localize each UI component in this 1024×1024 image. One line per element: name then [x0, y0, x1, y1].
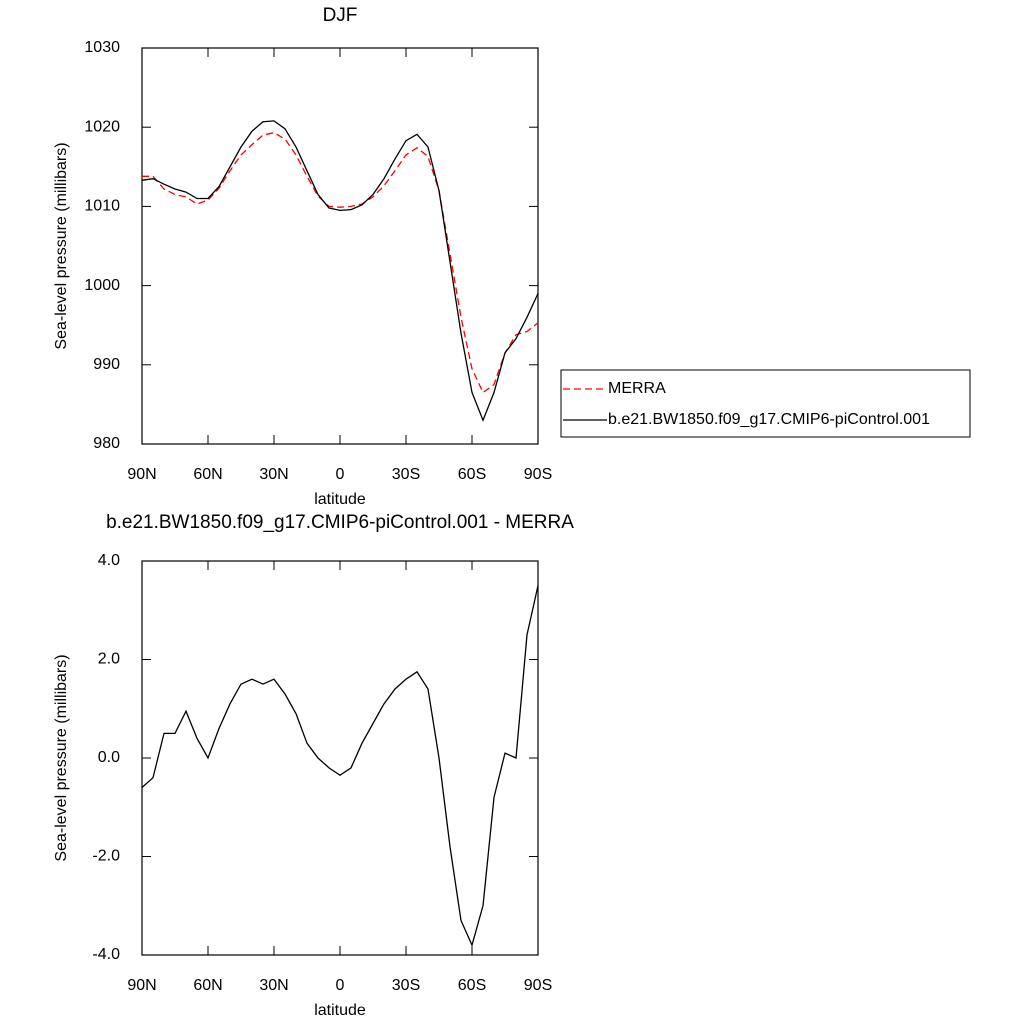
x-tick-label: 90S — [524, 466, 552, 483]
legend-box — [560, 369, 971, 438]
y-tick-label: 990 — [93, 356, 120, 373]
x-axis-label: latitude — [314, 1002, 366, 1019]
y-tick-label: 980 — [93, 435, 120, 452]
y-tick-label: 1000 — [84, 277, 120, 294]
y-tick-label: 2.0 — [98, 651, 120, 668]
y-tick-label: -2.0 — [92, 848, 120, 865]
legend-label: MERRA — [608, 380, 666, 397]
y-tick-label: 1020 — [84, 118, 120, 135]
data-line — [142, 132, 539, 394]
x-tick-label: 60N — [193, 466, 222, 483]
y-tick-label: 1010 — [84, 198, 120, 215]
chart-title: DJF — [323, 5, 358, 26]
x-tick-label: 60S — [458, 466, 486, 483]
data-line — [141, 120, 539, 422]
x-tick-label: 0 — [336, 466, 345, 483]
plot-frame — [141, 47, 539, 445]
x-tick-label: 0 — [336, 977, 345, 994]
chart-title: b.e21.BW1850.f09_g17.CMIP6-piControl.001… — [106, 512, 574, 533]
x-axis-label: latitude — [314, 491, 366, 508]
x-tick-label: 90S — [524, 977, 552, 994]
y-tick-label: 4.0 — [98, 552, 120, 569]
y-tick-label: -4.0 — [92, 946, 120, 963]
y-axis-label: Sea-level pressure (millibars) — [53, 654, 70, 861]
x-tick-label: 30N — [259, 466, 288, 483]
y-axis-label: Sea-level pressure (millibars) — [53, 142, 70, 349]
data-line — [141, 585, 539, 948]
x-tick-label: 60S — [458, 977, 486, 994]
x-tick-label: 90N — [127, 466, 156, 483]
x-tick-label: 30S — [392, 466, 420, 483]
x-tick-label: 90N — [127, 977, 156, 994]
y-tick-label: 1030 — [84, 39, 120, 56]
legend-label: b.e21.BW1850.f09_g17.CMIP6-piControl.001 — [608, 411, 930, 428]
x-tick-label: 30S — [392, 977, 420, 994]
y-tick-label: 0.0 — [98, 749, 120, 766]
x-tick-label: 60N — [193, 977, 222, 994]
plot-frame — [141, 560, 539, 956]
x-tick-label: 30N — [259, 977, 288, 994]
